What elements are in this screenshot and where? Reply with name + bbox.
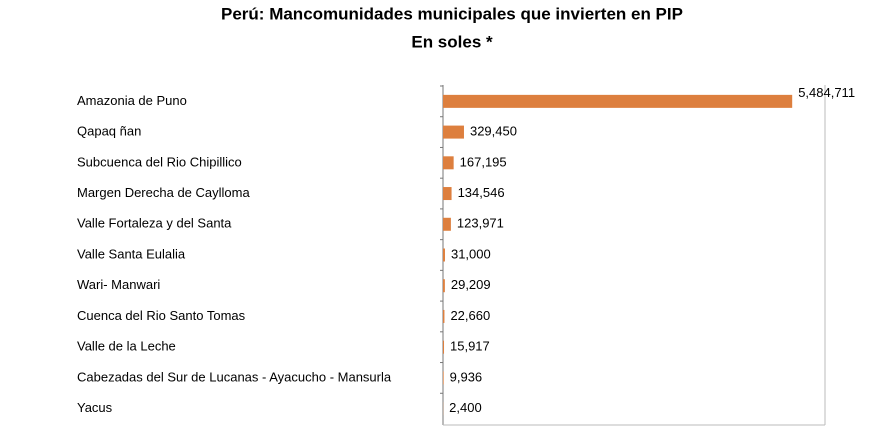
category-label: Cabezadas del Sur de Lucanas - Ayacucho … (77, 369, 392, 384)
bar (443, 125, 464, 139)
category-label: Cuenca del Rio Santo Tomas (77, 308, 246, 323)
bar (443, 371, 444, 385)
value-label: 123,971 (457, 216, 504, 231)
bar (443, 187, 452, 201)
value-label: 5,484,711 (798, 85, 855, 100)
value-label: 2,400 (449, 400, 482, 415)
value-label: 15,917 (450, 339, 490, 354)
chart-subtitle: En soles * (411, 32, 493, 51)
chart-title: Perú: Mancomunidades municipales que inv… (221, 4, 683, 23)
category-label: Subcuenca del Rio Chipillico (77, 154, 242, 169)
category-label: Qapaq ñan (77, 124, 141, 139)
category-label: Yacus (77, 400, 113, 415)
category-label: Margen Derecha de Caylloma (77, 185, 250, 200)
category-label: Valle Fortaleza y del Santa (77, 216, 232, 231)
value-label: 329,450 (470, 124, 517, 139)
category-label: Valle Santa Eulalia (77, 246, 186, 261)
bar (443, 94, 793, 108)
value-label: 9,936 (450, 369, 483, 384)
category-label: Wari- Manwari (77, 277, 160, 292)
value-label: 22,660 (450, 308, 490, 323)
category-label: Valle de la Leche (77, 339, 176, 354)
bar (443, 217, 451, 231)
bar (443, 156, 454, 170)
bar (443, 309, 445, 323)
bar (443, 279, 445, 293)
bar (443, 340, 445, 354)
value-label: 134,546 (458, 185, 505, 200)
value-label: 167,195 (460, 154, 507, 169)
bar (443, 248, 445, 262)
category-label: Amazonia de Puno (77, 93, 187, 108)
value-label: 31,000 (451, 246, 491, 261)
value-label: 29,209 (451, 277, 491, 292)
